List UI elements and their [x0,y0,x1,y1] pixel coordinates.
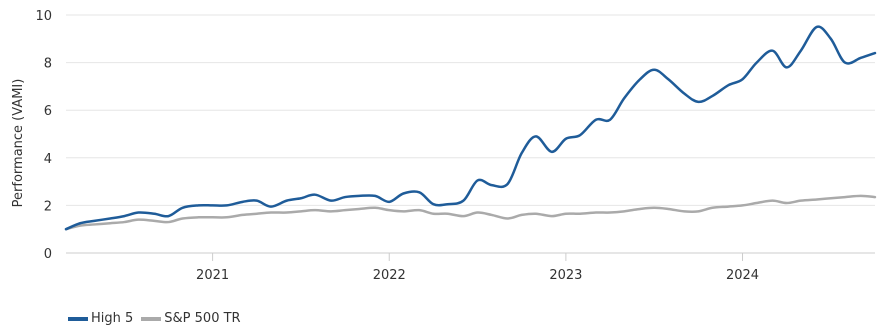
legend-label-sp500: S&P 500 TR [164,311,241,326]
legend-label-high-5: High 5 [91,311,134,326]
y-tick-label: 10 [35,9,52,24]
legend-item-high-5[interactable]: High 5 [68,311,133,326]
legend-swatch-sp500 [141,316,162,321]
axes: 0 2 4 6 8 10 2021 2022 2023 2024 [35,9,759,283]
legend-item-sp500[interactable]: S&P 500 TR [141,311,241,326]
series-line-high-5[interactable] [64,25,877,231]
y-tick-label: 8 [44,57,52,72]
legend-swatch-high-5 [68,316,88,321]
x-tick-label: 2024 [726,268,759,283]
y-axis-label: Performance (VAMI) [11,79,26,208]
x-tick-label: 2023 [549,268,582,283]
y-tick-label: 4 [44,152,52,167]
legend: High 5 S&P 500 TR [68,311,249,326]
y-tick-label: 2 [44,199,52,214]
y-tick-label: 6 [44,104,52,119]
y-tick-label: 0 [44,247,52,262]
series-line-sp500[interactable] [64,194,877,231]
series-lines [64,25,877,231]
x-tick-label: 2022 [373,268,406,283]
x-tick-label: 2021 [196,268,229,283]
